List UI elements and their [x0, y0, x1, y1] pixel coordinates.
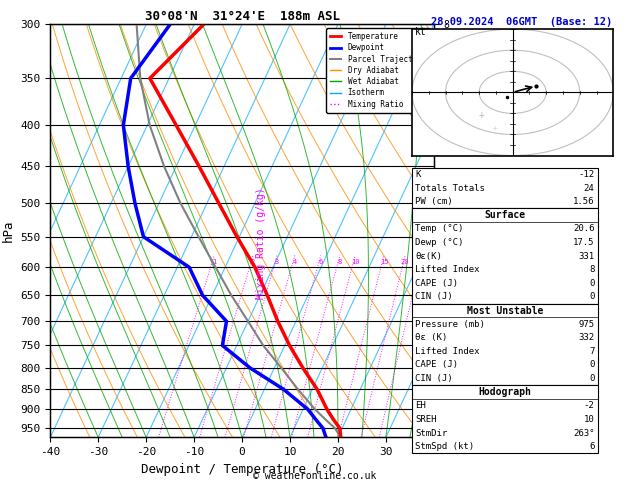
Text: 24: 24 [584, 184, 594, 192]
Text: PW (cm): PW (cm) [415, 197, 453, 206]
Text: 17.5: 17.5 [573, 238, 594, 247]
Legend: Temperature, Dewpoint, Parcel Trajectory, Dry Adiabat, Wet Adiabat, Isotherm, Mi: Temperature, Dewpoint, Parcel Trajectory… [326, 28, 430, 112]
Text: kt: kt [415, 28, 427, 37]
Text: 0: 0 [589, 374, 594, 383]
Text: 6: 6 [589, 442, 594, 451]
Text: StmDir: StmDir [415, 429, 447, 437]
Text: 0: 0 [589, 293, 594, 301]
Text: Hodograph: Hodograph [478, 387, 532, 397]
Title: 30°08'N  31°24'E  188m ASL: 30°08'N 31°24'E 188m ASL [145, 10, 340, 23]
Text: Pressure (mb): Pressure (mb) [415, 320, 485, 329]
Text: CAPE (J): CAPE (J) [415, 279, 458, 288]
Text: 7: 7 [589, 347, 594, 356]
Text: 975: 975 [578, 320, 594, 329]
Text: -2: -2 [584, 401, 594, 410]
Text: 6: 6 [319, 260, 323, 265]
Text: 10: 10 [584, 415, 594, 424]
Text: θε (K): θε (K) [415, 333, 447, 342]
Text: K: K [415, 170, 421, 179]
Text: +: + [479, 110, 485, 120]
Text: 3: 3 [275, 260, 279, 265]
Text: Lifted Index: Lifted Index [415, 347, 480, 356]
Text: 0: 0 [589, 279, 594, 288]
Text: Dewp (°C): Dewp (°C) [415, 238, 464, 247]
Text: CAPE (J): CAPE (J) [415, 361, 458, 369]
X-axis label: Dewpoint / Temperature (°C): Dewpoint / Temperature (°C) [141, 463, 343, 476]
Text: Surface: Surface [484, 210, 525, 220]
Text: -12: -12 [578, 170, 594, 179]
Text: CIN (J): CIN (J) [415, 293, 453, 301]
Text: 263°: 263° [573, 429, 594, 437]
Text: LCL: LCL [442, 425, 459, 435]
Text: 20.6: 20.6 [573, 225, 594, 233]
Text: 1.56: 1.56 [573, 197, 594, 206]
Text: © weatheronline.co.uk: © weatheronline.co.uk [253, 471, 376, 481]
Text: SREH: SREH [415, 415, 437, 424]
Text: CIN (J): CIN (J) [415, 374, 453, 383]
Text: 2: 2 [251, 260, 255, 265]
Text: 4: 4 [292, 260, 297, 265]
Text: Mixing Ratio (g/kg): Mixing Ratio (g/kg) [256, 187, 266, 299]
Text: StmSpd (kt): StmSpd (kt) [415, 442, 474, 451]
Text: EH: EH [415, 401, 426, 410]
Text: 20: 20 [401, 260, 409, 265]
Y-axis label: km
ASL: km ASL [455, 221, 477, 241]
Text: 1: 1 [212, 260, 216, 265]
Text: Totals Totals: Totals Totals [415, 184, 485, 192]
Text: 10: 10 [351, 260, 359, 265]
Text: 28.09.2024  06GMT  (Base: 12): 28.09.2024 06GMT (Base: 12) [431, 17, 612, 27]
Text: 332: 332 [578, 333, 594, 342]
Text: 0: 0 [589, 361, 594, 369]
Text: 25: 25 [418, 260, 426, 265]
Y-axis label: hPa: hPa [2, 220, 15, 242]
Text: 15: 15 [380, 260, 388, 265]
Text: Lifted Index: Lifted Index [415, 265, 480, 274]
Text: Most Unstable: Most Unstable [467, 306, 543, 315]
Text: 8: 8 [589, 265, 594, 274]
Text: Temp (°C): Temp (°C) [415, 225, 464, 233]
Text: 331: 331 [578, 252, 594, 260]
Text: θε(K): θε(K) [415, 252, 442, 260]
Text: 8: 8 [338, 260, 342, 265]
Text: +: + [493, 125, 497, 131]
